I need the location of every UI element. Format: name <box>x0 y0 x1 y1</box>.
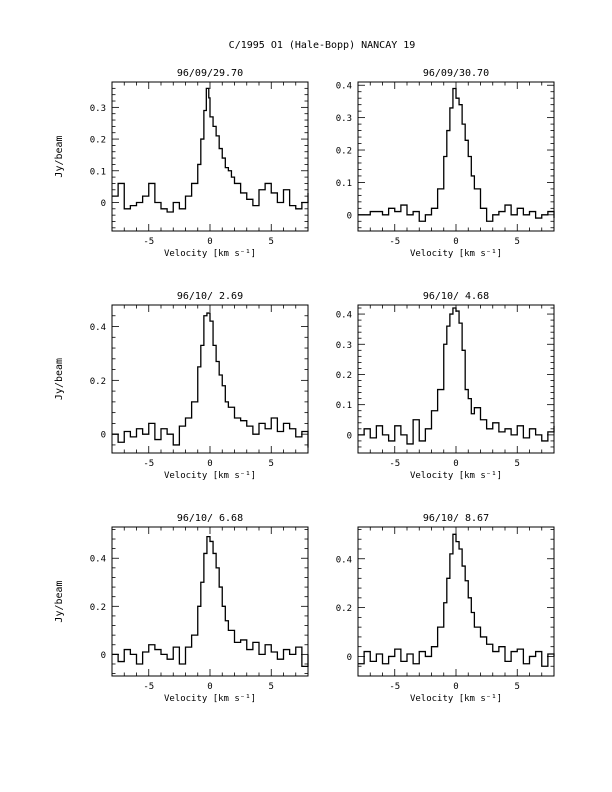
y-tick-label: 0.2 <box>90 377 106 387</box>
y-axis-label: Jy/beam <box>54 135 65 177</box>
y-tick-label: 0.2 <box>336 371 352 381</box>
y-tick-label: 0 <box>347 211 352 221</box>
spectrum-line <box>112 535 309 668</box>
spectrum-line <box>358 533 555 667</box>
x-tick-label: 0 <box>207 459 212 469</box>
x-tick-label: 5 <box>269 237 274 247</box>
y-tick-label: 0.2 <box>90 603 106 613</box>
y-tick-label: 0 <box>347 431 352 441</box>
chart-panel-6: 96/10/ 8.67 -5 0 5 0 0.2 0.4 Velocity [km s⁻¹] <box>336 513 555 704</box>
plot-frame <box>111 304 309 454</box>
y-tick-label: 0.2 <box>336 604 352 614</box>
x-axis-label: Velocity [km s⁻¹] <box>410 471 502 481</box>
y-tick-label: 0.3 <box>336 341 352 351</box>
y-tick-label: 0.4 <box>336 311 352 321</box>
y-tick-label: 0.1 <box>336 401 352 411</box>
panel-title: 96/09/30.70 <box>423 68 489 79</box>
y-tick-label: 0.2 <box>336 147 352 157</box>
plot-frame <box>357 304 555 454</box>
spectrum-line <box>358 87 555 222</box>
x-tick-label: 0 <box>453 237 458 247</box>
chart-panel-5: 96/10/ 6.68 -5 0 5 0 0.2 0.4 Velocity [km s⁻¹] J… <box>54 513 309 704</box>
x-tick-label: 0 <box>453 682 458 692</box>
plot-frame <box>357 81 555 232</box>
x-tick-label: -5 <box>389 682 400 692</box>
y-tick-label: 0 <box>101 431 106 441</box>
x-axis-label: Velocity [km s⁻¹] <box>164 471 256 481</box>
x-tick-label: -5 <box>143 459 154 469</box>
y-tick-label: 0 <box>347 653 352 663</box>
y-tick-label: 0 <box>101 199 106 209</box>
y-tick-label: 0.3 <box>336 114 352 124</box>
spectrum-line <box>112 87 309 213</box>
chart-panel-2: 96/09/30.70 -5 0 5 0 0.1 0.2 0.3 0.4 Velocity [km… <box>336 68 555 259</box>
y-tick-label: 0.4 <box>90 323 106 333</box>
y-tick-label: 0 <box>101 651 106 661</box>
chart-panel-4: 96/10/ 4.68 -5 0 5 0 0.1 0.2 0.3 0.4 Velocity [km… <box>336 291 555 481</box>
x-tick-label: 0 <box>453 459 458 469</box>
figure-title: C/1995 O1 (Hale-Bopp) NANCAY 19 <box>229 40 416 51</box>
spectrum-line <box>358 307 555 445</box>
x-tick-label: -5 <box>389 459 400 469</box>
chart-panel-1: 96/09/29.70 -5 0 5 0 0.1 0.2 0.3 Velocity [km s⁻… <box>54 68 309 259</box>
x-tick-label: -5 <box>143 682 154 692</box>
panel-title: 96/10/ 6.68 <box>177 513 243 524</box>
x-axis-label: Velocity [km s⁻¹] <box>164 249 256 259</box>
y-tick-label: 0.4 <box>336 555 352 565</box>
y-axis-label: Jy/beam <box>54 358 65 400</box>
x-axis-label: Velocity [km s⁻¹] <box>410 694 502 704</box>
x-tick-label: 5 <box>515 682 520 692</box>
x-axis-label: Velocity [km s⁻¹] <box>410 249 502 259</box>
chart-panel-3: 96/10/ 2.69 -5 0 5 0 0.2 0.4 Velocity [km s⁻¹] J… <box>54 291 309 481</box>
panel-title: 96/10/ 4.68 <box>423 291 489 302</box>
panel-title: 96/10/ 8.67 <box>423 513 489 524</box>
x-tick-label: 5 <box>515 237 520 247</box>
y-tick-label: 0.4 <box>90 555 106 565</box>
spectrum-line <box>112 312 309 448</box>
panels-group: 96/09/29.70 -5 0 5 0 0.1 0.2 0.3 Velocity [km s⁻… <box>54 68 555 704</box>
x-tick-label: 0 <box>207 682 212 692</box>
x-tick-label: 5 <box>269 459 274 469</box>
x-tick-label: 0 <box>207 237 212 247</box>
y-tick-label: 0.3 <box>90 104 106 114</box>
y-tick-label: 0.1 <box>336 179 352 189</box>
x-tick-label: -5 <box>389 237 400 247</box>
y-tick-label: 0.4 <box>336 82 352 92</box>
plot-frame <box>111 526 309 677</box>
panel-title: 96/10/ 2.69 <box>177 291 243 302</box>
x-axis-label: Velocity [km s⁻¹] <box>164 694 256 704</box>
x-tick-label: -5 <box>143 237 154 247</box>
y-tick-label: 0.2 <box>90 136 106 146</box>
x-tick-label: 5 <box>515 459 520 469</box>
y-tick-label: 0.1 <box>90 167 106 177</box>
plot-frame <box>357 526 555 677</box>
panel-title: 96/09/29.70 <box>177 68 243 79</box>
x-tick-label: 5 <box>269 682 274 692</box>
y-axis-label: Jy/beam <box>54 580 65 622</box>
